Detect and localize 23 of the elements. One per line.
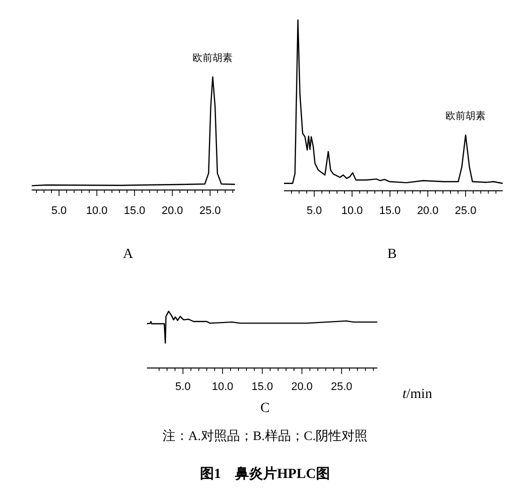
text: 注：A.对照品；B.样品；C.阴性对照 <box>162 428 368 443</box>
x-tick-label: 15.0 <box>124 205 146 217</box>
x-tick-label: 5.0 <box>306 205 322 217</box>
x-tick-label: 20.0 <box>162 205 184 217</box>
text: B <box>387 247 397 262</box>
x-axis-title: t/min <box>402 387 432 402</box>
x-tick-label: 5.0 <box>51 205 67 217</box>
annotation: 欧前胡素 <box>446 110 486 122</box>
x-tick-label: 20.0 <box>417 205 438 217</box>
text: A <box>122 247 134 262</box>
x-tick-label: 10.0 <box>341 205 363 217</box>
x-tick-label: 10.0 <box>212 381 234 393</box>
x-tick-label: 25.0 <box>454 205 476 217</box>
annotation: 欧前胡素 <box>192 52 233 64</box>
x-tick-label: 20.0 <box>291 381 313 393</box>
x-tick-label: 15.0 <box>379 205 401 217</box>
text: C <box>260 401 270 416</box>
x-tick-label: 15.0 <box>252 381 273 393</box>
caption: 图1 鼻炎片HPLC图 <box>200 466 330 482</box>
x-tick-label: 10.0 <box>86 205 108 217</box>
x-tick-label: 25.0 <box>199 205 221 217</box>
x-tick-label: 5.0 <box>175 381 191 393</box>
x-tick-label: 25.0 <box>330 381 352 393</box>
